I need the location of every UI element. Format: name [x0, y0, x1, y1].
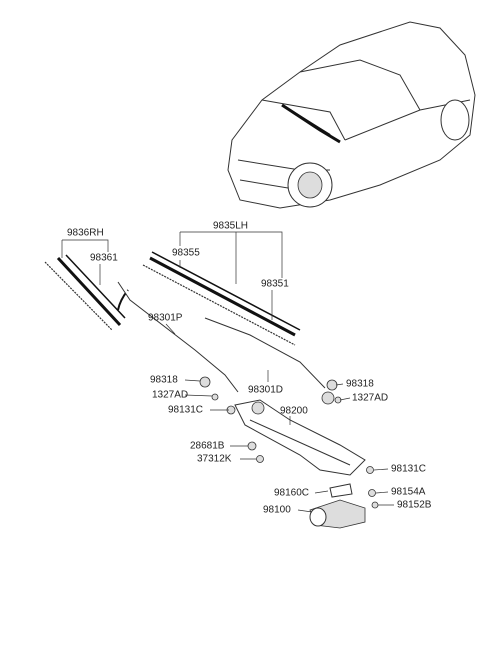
part-label: 98351	[261, 279, 289, 290]
part-label: 98160C	[274, 488, 309, 499]
part-label: 98355	[172, 248, 200, 259]
leader-lines	[61, 231, 394, 513]
part-label: 98131C	[168, 405, 203, 416]
part-label: 37312K	[197, 454, 232, 465]
part-label: 98152B	[397, 500, 432, 511]
part-label: 98100	[263, 505, 291, 516]
part-label: 1327AD	[352, 393, 388, 404]
part-label: 98200	[280, 406, 308, 417]
part-label: 98361	[90, 253, 118, 264]
car-illustration	[227, 21, 476, 209]
part-label: 98301D	[248, 385, 283, 396]
part-label: 1327AD	[152, 390, 188, 401]
part-label: 9835LH	[213, 221, 248, 232]
linkage	[199, 376, 379, 529]
wiper-arms	[117, 281, 326, 393]
part-label: 9836RH	[67, 228, 104, 239]
part-label: 98301P	[148, 313, 183, 324]
part-label: 98154A	[391, 487, 426, 498]
part-label: 98131C	[391, 464, 426, 475]
part-label: 28681B	[190, 441, 225, 452]
part-label: 98318	[150, 375, 178, 386]
wiper-blades	[44, 251, 301, 346]
part-label: 98318	[346, 379, 374, 390]
